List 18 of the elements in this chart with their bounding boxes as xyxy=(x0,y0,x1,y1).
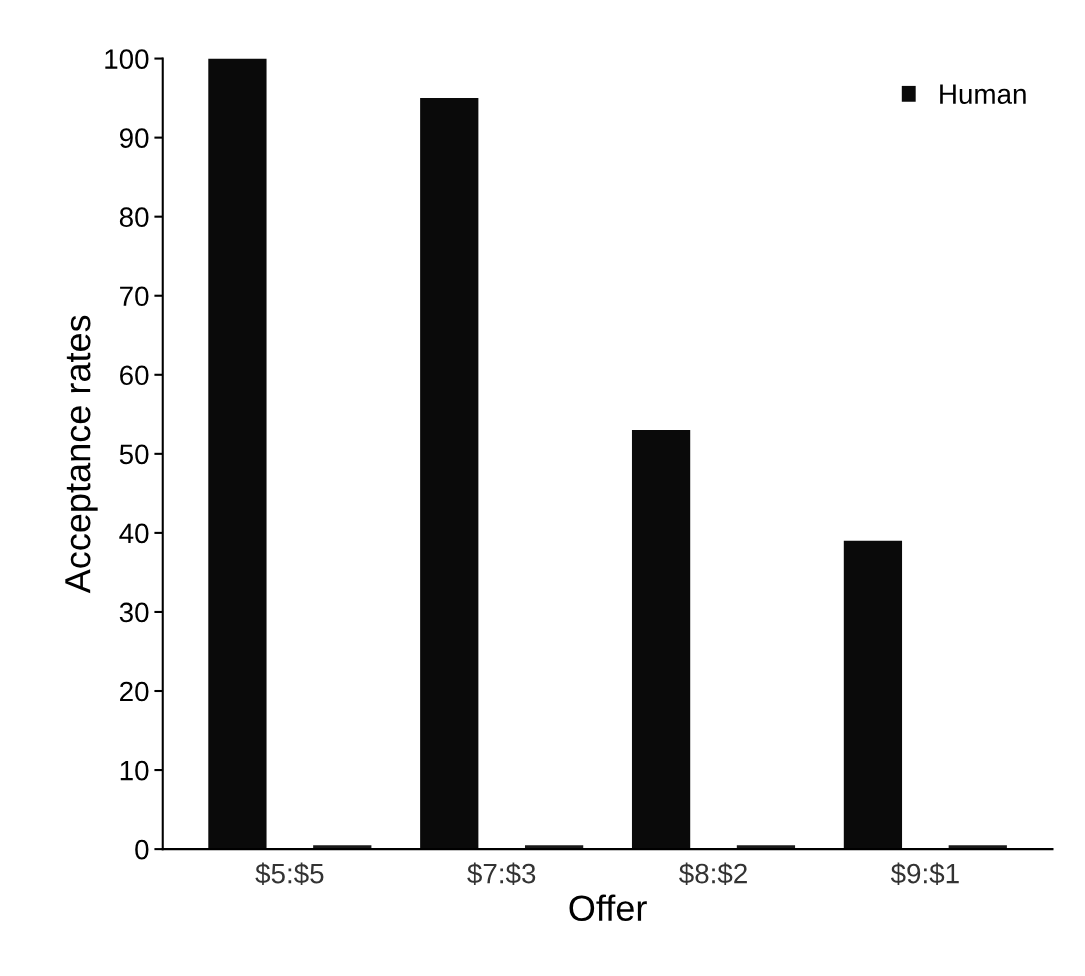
y-tick-label: 100 xyxy=(105,49,149,69)
x-tick-label: $9:$1 xyxy=(890,862,959,886)
y-tick-label: 70 xyxy=(120,286,149,307)
y-tick-label: 0 xyxy=(135,839,149,860)
legend-label: Human xyxy=(940,84,1026,104)
y-tick-label: 90 xyxy=(119,128,149,148)
y-tick-label: 60 xyxy=(120,365,149,386)
y-axis-title: Acceptance rates xyxy=(65,315,98,594)
x-tick-label: $7:$3 xyxy=(467,862,536,886)
x-tick-label: $5:$5 xyxy=(255,862,324,886)
y-tick-label: 40 xyxy=(119,523,149,544)
y-tick-label: 20 xyxy=(120,681,149,702)
y-tick-label: 50 xyxy=(119,444,149,465)
y-tick-label: 30 xyxy=(119,602,149,623)
x-tick-label: $8:$2 xyxy=(679,862,747,886)
y-tick-label: 80 xyxy=(119,207,149,228)
x-axis-title: Offer xyxy=(569,894,647,921)
y-tick-label: 10 xyxy=(120,760,149,781)
